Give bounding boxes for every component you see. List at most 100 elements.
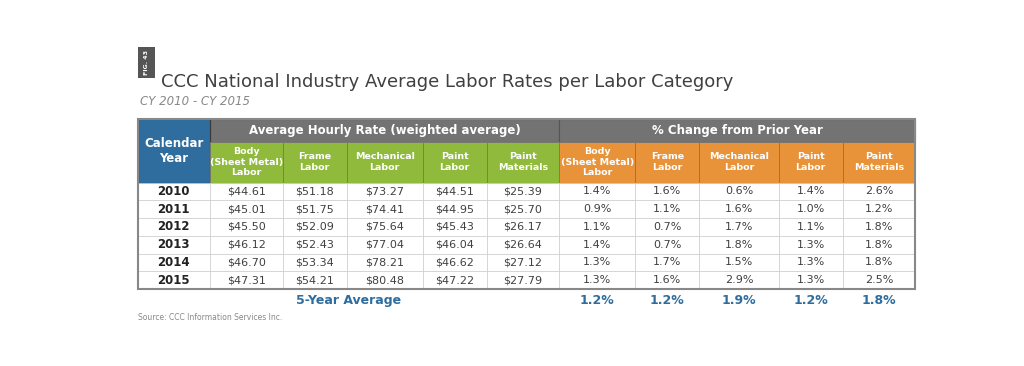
Bar <box>137 47 155 78</box>
Bar <box>423 254 486 271</box>
Text: 1.1%: 1.1% <box>653 204 681 214</box>
Bar <box>137 271 210 289</box>
Bar <box>283 271 346 289</box>
Text: Body
(Sheet Metal)
Labor: Body (Sheet Metal) Labor <box>210 147 283 177</box>
Text: 0.6%: 0.6% <box>725 186 753 197</box>
Bar <box>699 183 779 200</box>
Bar <box>843 236 915 254</box>
Bar <box>423 236 486 254</box>
Text: $46.12: $46.12 <box>227 240 266 250</box>
Text: 1.6%: 1.6% <box>653 275 681 285</box>
Text: $27.12: $27.12 <box>504 257 543 268</box>
Text: 2011: 2011 <box>158 203 190 216</box>
Text: $26.17: $26.17 <box>504 222 543 232</box>
Text: 1.2%: 1.2% <box>794 294 828 307</box>
Bar <box>559 254 635 271</box>
Text: $26.64: $26.64 <box>504 240 543 250</box>
Text: Paint
Labor: Paint Labor <box>796 153 826 172</box>
Text: $54.21: $54.21 <box>295 275 334 285</box>
Bar <box>137 254 210 271</box>
Bar <box>559 200 635 218</box>
Text: 1.3%: 1.3% <box>797 257 825 268</box>
Text: $80.48: $80.48 <box>366 275 404 285</box>
Text: $46.70: $46.70 <box>227 257 266 268</box>
Bar <box>843 183 915 200</box>
Bar <box>137 200 210 218</box>
Text: Average Hourly Rate (weighted average): Average Hourly Rate (weighted average) <box>249 124 520 137</box>
Text: 1.3%: 1.3% <box>583 275 611 285</box>
Bar <box>486 142 559 183</box>
Text: $75.64: $75.64 <box>366 222 404 232</box>
Text: 1.2%: 1.2% <box>864 204 893 214</box>
Text: Paint
Materials: Paint Materials <box>854 153 904 172</box>
Text: $77.04: $77.04 <box>366 240 404 250</box>
Text: 1.8%: 1.8% <box>725 240 754 250</box>
Bar <box>843 142 915 183</box>
Bar <box>559 142 635 183</box>
Bar <box>779 183 843 200</box>
Bar <box>486 183 559 200</box>
Bar <box>635 183 699 200</box>
Bar <box>486 271 559 289</box>
Bar <box>283 142 346 183</box>
Text: $51.75: $51.75 <box>295 204 334 214</box>
Bar <box>559 183 635 200</box>
Text: 1.4%: 1.4% <box>583 186 611 197</box>
Text: $46.04: $46.04 <box>435 240 474 250</box>
Text: 5-Year Average: 5-Year Average <box>296 294 401 307</box>
Bar <box>210 183 283 200</box>
Text: $44.51: $44.51 <box>435 186 474 197</box>
Text: 1.2%: 1.2% <box>650 294 685 307</box>
Bar <box>486 200 559 218</box>
Bar <box>423 200 486 218</box>
Bar <box>283 200 346 218</box>
Text: 1.8%: 1.8% <box>864 257 893 268</box>
Text: 2.5%: 2.5% <box>864 275 893 285</box>
Bar <box>779 236 843 254</box>
Bar <box>423 218 486 236</box>
Bar <box>635 218 699 236</box>
Bar <box>137 236 210 254</box>
Bar <box>635 254 699 271</box>
Text: $45.01: $45.01 <box>227 204 266 214</box>
Text: Source: CCC Information Services Inc.: Source: CCC Information Services Inc. <box>137 313 282 322</box>
Text: $51.18: $51.18 <box>295 186 334 197</box>
Text: $53.34: $53.34 <box>295 257 334 268</box>
Bar <box>137 218 210 236</box>
Bar <box>559 271 635 289</box>
Text: 1.8%: 1.8% <box>861 294 896 307</box>
Text: 2.6%: 2.6% <box>864 186 893 197</box>
Text: Body
(Sheet Metal)
Labor: Body (Sheet Metal) Labor <box>560 147 634 177</box>
Bar <box>137 119 210 183</box>
Text: Frame
Labor: Frame Labor <box>298 153 331 172</box>
Bar <box>843 254 915 271</box>
Bar <box>843 200 915 218</box>
Bar <box>210 218 283 236</box>
Bar <box>346 271 423 289</box>
Text: $52.43: $52.43 <box>295 240 334 250</box>
Bar <box>779 200 843 218</box>
Text: 1.1%: 1.1% <box>583 222 611 232</box>
Text: CY 2010 - CY 2015: CY 2010 - CY 2015 <box>140 95 250 108</box>
Text: Mechanical
Labor: Mechanical Labor <box>709 153 769 172</box>
Text: 1.8%: 1.8% <box>864 240 893 250</box>
Bar <box>779 218 843 236</box>
Bar <box>559 236 635 254</box>
Bar <box>779 254 843 271</box>
Bar <box>137 119 210 142</box>
Text: 1.2%: 1.2% <box>580 294 614 307</box>
Text: $46.62: $46.62 <box>435 257 474 268</box>
Text: $47.22: $47.22 <box>435 275 474 285</box>
Bar <box>486 218 559 236</box>
Bar <box>699 200 779 218</box>
Bar <box>559 218 635 236</box>
Bar <box>210 254 283 271</box>
Bar <box>635 200 699 218</box>
Bar <box>346 200 423 218</box>
Bar <box>423 271 486 289</box>
Text: $45.43: $45.43 <box>435 222 474 232</box>
Text: Paint
Materials: Paint Materials <box>498 153 548 172</box>
Text: 0.7%: 0.7% <box>653 240 681 250</box>
Text: CCC National Industry Average Labor Rates per Labor Category: CCC National Industry Average Labor Rate… <box>162 73 734 91</box>
Text: % Change from Prior Year: % Change from Prior Year <box>651 124 822 137</box>
